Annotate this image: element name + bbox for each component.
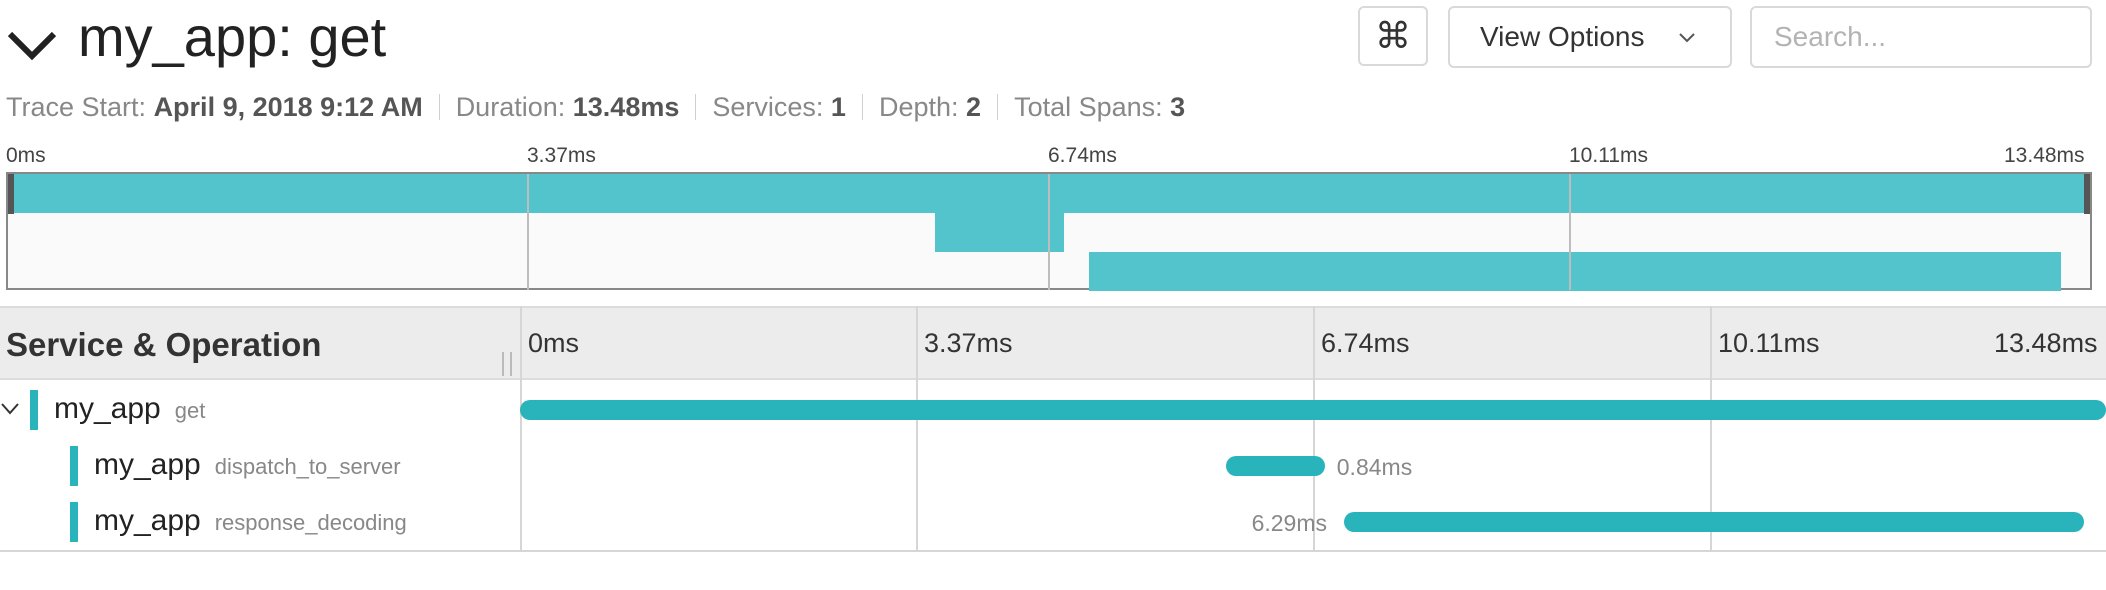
total-spans-value: 3 [1170,92,1186,122]
minimap-tick-label: 3.37ms [527,144,596,167]
minimap-grid-line [1569,174,1571,290]
timeline-grid-line [916,306,918,550]
timeline-grid-line [1710,306,1712,550]
operation-name: get [174,398,206,423]
service-name: my_app [94,504,201,537]
duration-value: 13.48ms [572,92,680,122]
service-color-bar [30,390,38,430]
minimap-tick-label: 10.11ms [1569,144,1648,167]
operation-name: dispatch_to_server [214,454,401,479]
minimap-tick-label: 6.74ms [1048,144,1117,167]
minimap-grid-line [1048,174,1050,290]
keyboard-shortcuts-button[interactable]: ⌘ [1358,6,1428,66]
span-row[interactable]: my_app dispatch_to_server 0.84ms [0,438,2106,494]
services-value: 1 [830,92,846,122]
trace-start: Trace Start: April 9, 2018 9:12 AM [6,92,423,122]
minimap-tick-label: 13.48ms [2004,144,2085,167]
minimap-ticks: 0ms 3.37ms 6.74ms 10.11ms 13.48ms [0,142,2106,170]
minimap-left-handle[interactable] [8,174,14,214]
timeline-grid-line [1313,306,1315,550]
chevron-down-icon[interactable] [6,26,58,66]
view-options-label: View Options [1480,21,1645,52]
view-options-dropdown[interactable]: View Options [1448,6,1732,68]
span-bar[interactable] [1343,512,2084,532]
service-color-bar [70,446,78,486]
timeline-tick-label: 10.11ms [1718,328,1820,358]
column-resize-handle[interactable] [502,352,512,376]
timeline-tick-label: 6.74ms [1321,328,1410,358]
divider [997,94,999,120]
chevron-down-icon [1679,33,1695,43]
trace-minimap[interactable] [6,172,2092,291]
divider [438,94,440,120]
minimap-span-bar [934,213,1065,252]
trace-table-header: Service & Operation 0ms 3.37ms 6.74ms 10… [0,306,2106,380]
divider [861,94,863,120]
trace-title-row: my_app: get ⌘ View Options [0,0,2106,90]
span-duration-label: 0.84ms [1336,454,1413,480]
trace-depth: Depth: 2 [878,92,982,122]
column-title: Service & Operation [6,326,322,363]
chevron-down-icon[interactable] [0,402,20,416]
trace-total-spans: Total Spans: 3 [1014,92,1186,122]
trace-duration: Duration: 13.48ms [455,92,680,122]
operation-name: response_decoding [214,510,407,535]
timeline-tick-label: 13.48ms [1994,328,2098,358]
depth-value: 2 [966,92,982,122]
span-bar[interactable] [1225,456,1325,476]
span-bar[interactable] [520,400,2106,420]
search-input[interactable] [1750,6,2092,68]
timeline-tick-label: 0ms [528,328,580,358]
minimap-tick-label: 0ms [6,144,46,167]
service-name: my_app [54,392,161,425]
minimap-span-bar [1089,252,2061,291]
span-name: my_app dispatch_to_server [94,448,401,482]
service-color-bar [70,502,78,542]
divider [695,94,697,120]
trace-start-value: April 9, 2018 9:12 AM [153,92,423,122]
span-name: my_app response_decoding [94,504,407,538]
span-duration-label: 6.29ms [1251,510,1328,536]
column-divider [520,306,522,550]
trace-services: Services: 1 [712,92,846,122]
minimap-right-handle[interactable] [2084,174,2090,214]
span-row[interactable]: my_app response_decoding 6.29ms [0,494,2106,550]
span-name: my_app get [54,392,205,426]
page-title: my_app: get [78,5,387,68]
service-name: my_app [94,448,201,481]
timeline-tick-label: 3.37ms [924,328,1013,358]
trace-meta: Trace Start: April 9, 2018 9:12 AM Durati… [6,92,1185,128]
minimap-grid-line [527,174,529,290]
span-row[interactable]: my_app get [0,382,2106,438]
table-bottom-border [0,550,2106,552]
